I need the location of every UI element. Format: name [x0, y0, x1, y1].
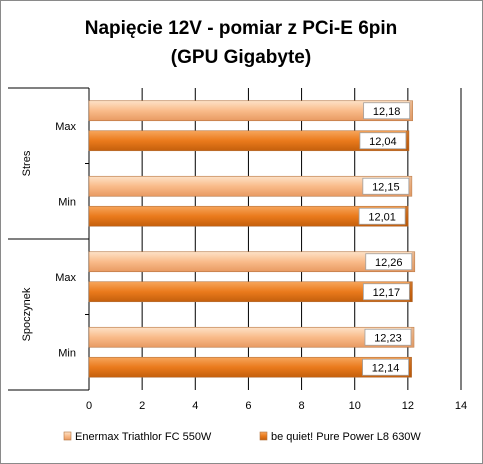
- data-label-box: [359, 132, 407, 150]
- y-tick-label: Max: [55, 272, 76, 284]
- x-tick-label: 14: [455, 400, 467, 412]
- bar-edge: [405, 206, 409, 227]
- data-label-box: [365, 253, 413, 271]
- y-tick-label: Min: [58, 347, 76, 359]
- bars-layer: [88, 100, 416, 378]
- legend: Enermax Triathlor FC 550W be quiet! Pure …: [63, 431, 421, 443]
- data-label: 12,17: [373, 287, 401, 299]
- data-label-box: [358, 207, 406, 225]
- data-label-box: [362, 283, 410, 301]
- data-label-box: [362, 177, 410, 195]
- y-tick-label: Min: [58, 196, 76, 208]
- data-label-box: [363, 102, 411, 120]
- legend-swatch: [63, 431, 72, 441]
- bar-edge: [405, 130, 409, 151]
- bar-edge: [410, 327, 414, 348]
- x-tick-label: 10: [349, 400, 361, 412]
- group-label: Spoczynek: [21, 287, 33, 341]
- x-tick-label: 6: [245, 400, 251, 412]
- data-label-box: [362, 358, 409, 376]
- bar-edge: [411, 251, 415, 272]
- data-label: 12,26: [375, 257, 403, 269]
- x-tick-label: 8: [299, 400, 305, 412]
- bar-edge: [409, 281, 413, 302]
- legend-label: be quiet! Pure Power L8 630W: [271, 431, 421, 443]
- x-tick-label: 4: [192, 400, 198, 412]
- labels-layer: 0 2 4 6 8 10 12 14 Stres Max 12,18 12,04 Min 12,15 12,…: [21, 102, 467, 412]
- data-label-box: [364, 328, 412, 346]
- group-label: Stres: [21, 150, 33, 176]
- x-tick-label: 0: [86, 400, 92, 412]
- data-label: 12,14: [372, 362, 400, 374]
- data-label: 12,23: [374, 332, 402, 344]
- legend-label: Enermax Triathlor FC 550W: [75, 431, 212, 443]
- chart-subtitle: (GPU Gigabyte): [171, 47, 311, 68]
- data-label: 12,15: [372, 181, 400, 193]
- bar-edge: [408, 357, 412, 378]
- x-tick-label: 12: [402, 400, 414, 412]
- axes-layer: [8, 87, 90, 391]
- chart-title: Napięcie 12V - pomiar z PCi-E 6pin: [85, 18, 398, 39]
- data-label: 12,04: [369, 136, 397, 148]
- data-label: 12,18: [373, 106, 401, 118]
- bar-edge: [409, 100, 413, 121]
- bar-edge: [408, 176, 412, 197]
- x-tick-label: 2: [139, 400, 145, 412]
- data-label: 12,01: [368, 211, 396, 223]
- legend-swatch: [259, 431, 268, 441]
- y-tick-label: Max: [55, 121, 76, 133]
